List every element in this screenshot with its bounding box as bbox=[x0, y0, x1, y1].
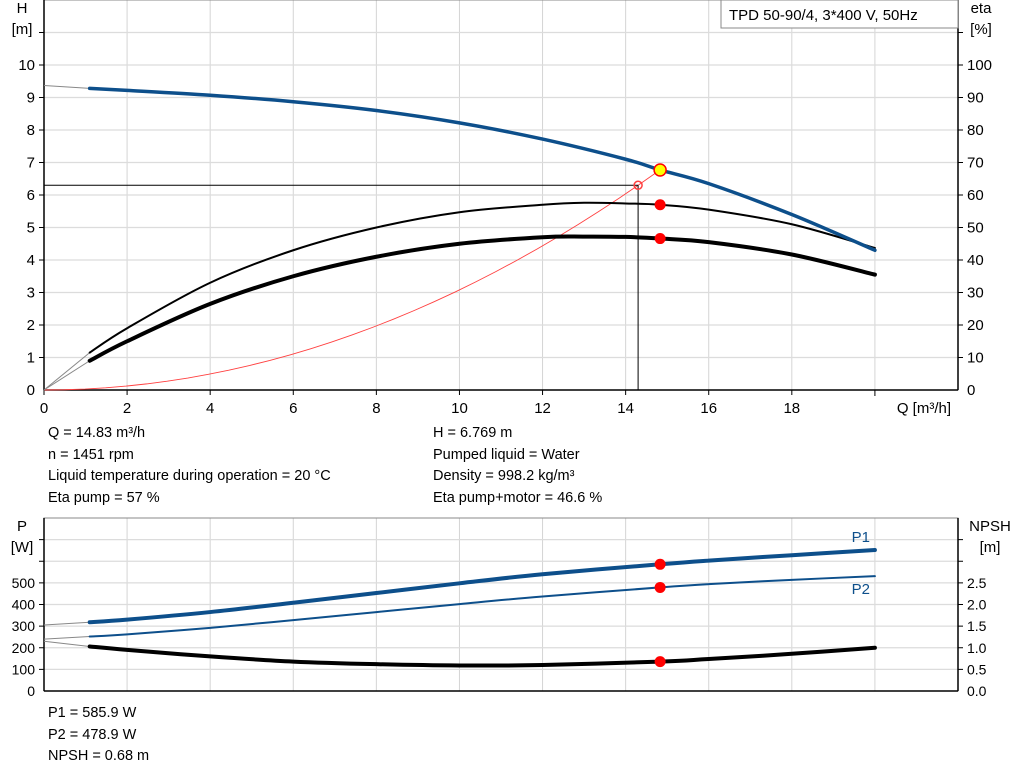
x-tick-label: 12 bbox=[534, 400, 551, 417]
x-tick-label: 10 bbox=[451, 400, 468, 417]
y-right-tick-label: 40 bbox=[967, 252, 984, 269]
npsh-duty-marker bbox=[654, 656, 666, 668]
head-curve bbox=[87, 86, 877, 252]
y-tick-label: 6 bbox=[27, 187, 35, 204]
x-axis-label: Q [m³/h] bbox=[897, 400, 951, 417]
y-tick-label: 0 bbox=[27, 683, 35, 699]
p1-curve bbox=[87, 548, 877, 625]
y-axis-unit: [W] bbox=[11, 539, 34, 556]
y-tick-label: 300 bbox=[12, 618, 36, 634]
y-tick-label: 7 bbox=[27, 155, 35, 172]
speed-readout: n = 1451 rpm bbox=[48, 446, 134, 463]
y-right-tick-label: 70 bbox=[967, 155, 984, 172]
y-axis-label: P bbox=[17, 518, 27, 535]
p2-duty-marker bbox=[654, 581, 666, 593]
p2-series-label: P2 bbox=[852, 581, 870, 598]
y-right-axis-unit: [%] bbox=[970, 21, 992, 38]
y-tick-label: 0 bbox=[27, 382, 35, 399]
y-right-tick-label: 1.5 bbox=[967, 618, 987, 634]
y-axis-unit: [m] bbox=[12, 21, 33, 38]
y-tick-label: 400 bbox=[12, 597, 36, 613]
eta-pump-duty-marker bbox=[654, 199, 666, 211]
y-right-tick-label: 80 bbox=[967, 122, 984, 139]
p2-curve bbox=[88, 575, 876, 638]
y-tick-label: 5 bbox=[27, 220, 35, 237]
info-bottom: P1 = 585.9 W P2 = 478.9 W NPSH = 0.68 m bbox=[48, 703, 149, 768]
p2-readout: P2 = 478.9 W bbox=[48, 726, 137, 743]
eta-pump-motor-duty-marker bbox=[654, 233, 666, 245]
x-tick-label: 0 bbox=[40, 400, 48, 417]
y-right-tick-label: 10 bbox=[967, 350, 984, 367]
p1-curve-extension bbox=[43, 621, 90, 626]
eta-pump-curve bbox=[88, 201, 876, 354]
y-right-tick-label: 0.0 bbox=[967, 683, 987, 699]
npsh-curve bbox=[87, 644, 877, 668]
duty-point-marker bbox=[653, 163, 667, 177]
y-tick-label: 4 bbox=[27, 252, 35, 269]
y-right-tick-label: 50 bbox=[967, 220, 984, 237]
npsh-curve-extension bbox=[43, 640, 90, 647]
y-right-tick-label: 100 bbox=[967, 57, 992, 74]
y-tick-label: 8 bbox=[27, 122, 35, 139]
npsh-readout: NPSH = 0.68 m bbox=[48, 748, 150, 764]
liquid-readout: Pumped liquid = Water bbox=[433, 446, 580, 463]
eta-pump-motor-curve bbox=[87, 234, 877, 363]
y-right-tick-label: 60 bbox=[967, 187, 984, 204]
y-right-tick-label: 90 bbox=[967, 90, 984, 107]
info-top-right: H = 6.769 m Pumped liquid = Water Densit… bbox=[433, 423, 602, 509]
flow-readout: Q = 14.83 m³/h bbox=[48, 425, 146, 441]
p1-readout: P1 = 585.9 W bbox=[48, 705, 137, 721]
p1-series-label: P1 bbox=[852, 529, 870, 546]
eta-pump-readout: Eta pump = 57 % bbox=[48, 489, 160, 506]
info-top-left: Q = 14.83 m³/h n = 1451 rpm Liquid tempe… bbox=[48, 423, 331, 509]
head-curve-extension bbox=[43, 84, 90, 89]
x-tick-label: 6 bbox=[289, 400, 297, 417]
y-tick-label: 1 bbox=[27, 350, 35, 367]
p2-curve-extension bbox=[43, 636, 90, 640]
y-right-tick-label: 0 bbox=[967, 382, 975, 399]
y-tick-label: 100 bbox=[12, 661, 36, 677]
head-readout: H = 6.769 m bbox=[433, 425, 513, 441]
y-right-tick-label: 20 bbox=[967, 317, 984, 334]
x-tick-label: 8 bbox=[372, 400, 380, 417]
y-right-tick-label: 0.5 bbox=[967, 661, 987, 677]
y-tick-label: 2 bbox=[27, 317, 35, 334]
requested-point-marker bbox=[633, 180, 643, 190]
x-tick-label: 2 bbox=[123, 400, 131, 417]
eta-pump-motor-readout: Eta pump+motor = 46.6 % bbox=[433, 489, 603, 506]
x-tick-label: 16 bbox=[700, 400, 717, 417]
y-right-tick-label: 2.0 bbox=[967, 597, 987, 613]
x-tick-label: 4 bbox=[206, 400, 214, 417]
y-tick-label: 3 bbox=[27, 285, 35, 302]
eta-pump-motor-curve-extension bbox=[43, 360, 90, 391]
y-tick-label: 500 bbox=[12, 575, 36, 591]
y-axis-label: H bbox=[17, 0, 28, 17]
y-right-axis-unit: [m] bbox=[980, 539, 1001, 556]
y-right-tick-label: 1.0 bbox=[967, 640, 987, 656]
density-readout: Density = 998.2 kg/m³ bbox=[433, 468, 575, 484]
y-tick-label: 10 bbox=[18, 57, 35, 74]
y-right-axis-label: NPSH bbox=[969, 518, 1011, 535]
p1-duty-marker bbox=[654, 558, 666, 570]
legend-text: TPD 50-90/4, 3*400 V, 50Hz bbox=[729, 7, 918, 24]
x-tick-label: 18 bbox=[783, 400, 800, 417]
y-right-tick-label: 30 bbox=[967, 285, 984, 302]
y-tick-label: 9 bbox=[27, 90, 35, 107]
legend-box bbox=[720, 0, 959, 29]
temperature-readout: Liquid temperature during operation = 20… bbox=[48, 468, 331, 484]
y-right-tick-label: 2.5 bbox=[967, 575, 987, 591]
y-right-axis-label: eta bbox=[971, 0, 993, 17]
x-tick-label: 14 bbox=[617, 400, 634, 417]
y-tick-label: 200 bbox=[12, 640, 36, 656]
eta-pump-curve-extension bbox=[43, 352, 91, 391]
